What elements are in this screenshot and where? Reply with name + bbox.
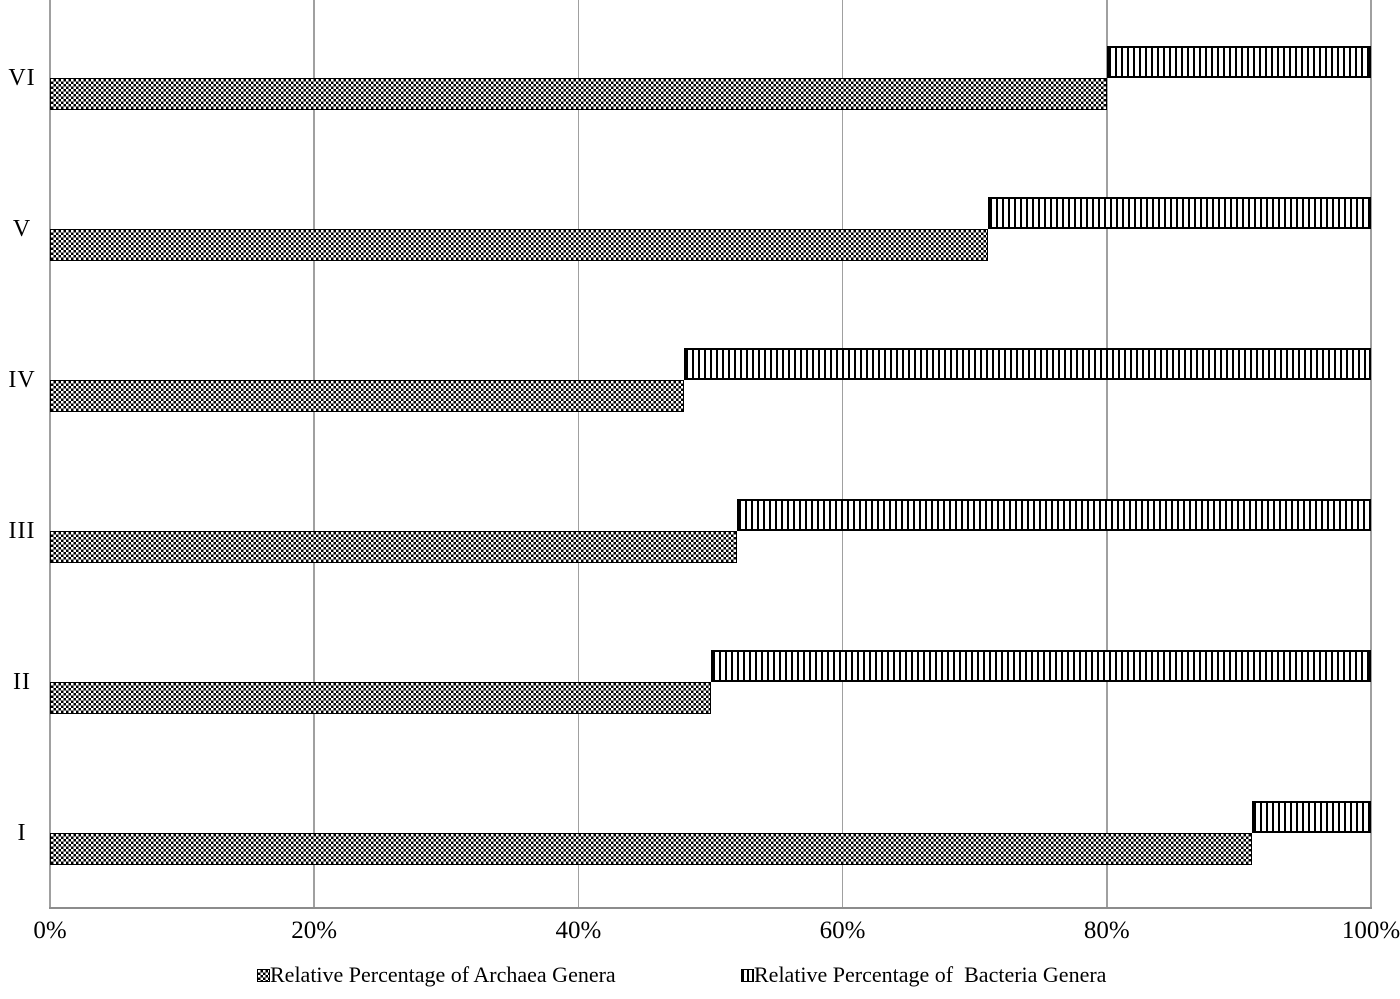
- bar-archaea-I: [50, 832, 1253, 865]
- gridline-40%: [577, 0, 580, 908]
- x-tick-label-40%: 40%: [555, 917, 602, 944]
- category-label-II: II: [13, 668, 31, 695]
- legend-label-bacteria: Relative Percentage of Bacteria Genera: [754, 962, 1107, 987]
- bar-bacteria-V: [987, 196, 1371, 229]
- bar-bacteria-I: [1252, 800, 1371, 833]
- bar-archaea-III: [50, 530, 737, 563]
- legend-item-archaea: Relative Percentage of Archaea Genera: [257, 960, 616, 990]
- category-label-V: V: [12, 215, 32, 242]
- bar-archaea-II: [50, 681, 711, 714]
- gridline-100%: [1370, 0, 1372, 908]
- category-label-IV: IV: [8, 366, 36, 393]
- x-tick-label-60%: 60%: [819, 917, 866, 944]
- gridline-0%: [49, 0, 51, 908]
- checker-swatch-icon: [257, 968, 270, 982]
- bar-archaea-V: [50, 228, 988, 261]
- category-label-VI: VI: [8, 64, 36, 91]
- gridline-80%: [1106, 0, 1108, 908]
- category-label-I: I: [17, 819, 27, 846]
- legend: Relative Percentage of Archaea Genera Re…: [0, 960, 1400, 990]
- bar-bacteria-II: [710, 649, 1371, 682]
- x-tick-label-0%: 0%: [33, 917, 67, 944]
- legend-label-archaea: Relative Percentage of Archaea Genera: [270, 962, 616, 987]
- bar-archaea-VI: [50, 77, 1107, 110]
- category-label-III: III: [8, 517, 36, 544]
- legend-item-bacteria: Relative Percentage of Bacteria Genera: [741, 960, 1106, 990]
- bar-bacteria-VI: [1106, 45, 1371, 78]
- gridline-20%: [313, 0, 315, 908]
- x-tick-label-100%: 100%: [1341, 917, 1400, 944]
- x-tick-label-80%: 80%: [1083, 917, 1130, 944]
- plot-area: VI V IV III II I: [8, 0, 1372, 909]
- bar-bacteria-III: [736, 498, 1371, 531]
- gridline-60%: [841, 0, 844, 908]
- bar-bacteria-IV: [684, 347, 1371, 380]
- bar-archaea-IV: [50, 379, 685, 412]
- vertical-stripes-swatch-icon: [741, 968, 754, 982]
- x-tick-label-20%: 20%: [291, 917, 338, 944]
- x-axis-line: [49, 907, 1372, 909]
